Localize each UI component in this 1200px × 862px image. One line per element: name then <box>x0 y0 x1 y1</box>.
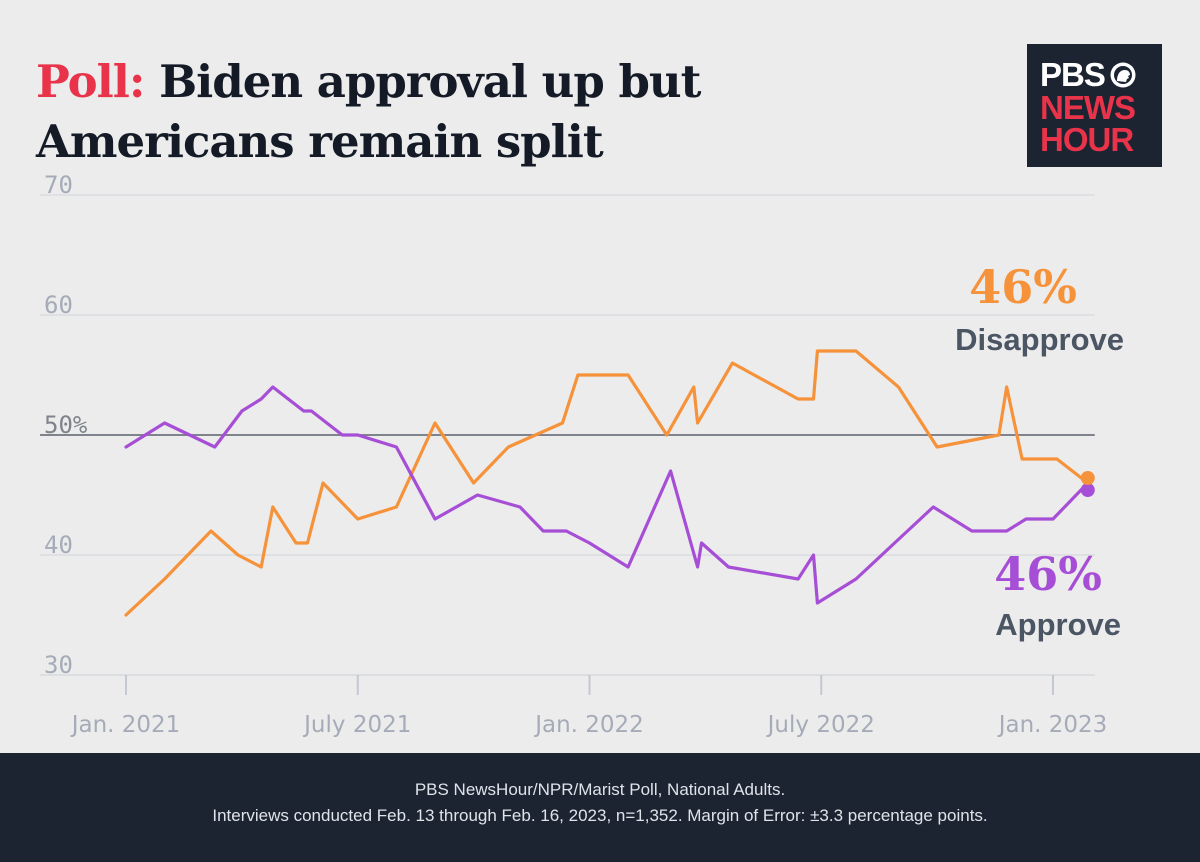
logo-hour: HOUR <box>1040 121 1134 158</box>
endpoint-dot-approve <box>1080 483 1095 497</box>
source-footer: PBS NewsHour/NPR/Marist Poll, National A… <box>0 753 1200 862</box>
endpoint-dot-disapprove <box>1080 471 1095 485</box>
annotation-label-disapprove: Disapprove <box>955 322 1124 357</box>
line-chart: 70 60 50% 40 30 Jan. 2021 July 2021 Jan. 2022 Ju… <box>40 171 1124 738</box>
source-line: PBS NewsHour/NPR/Marist Poll, National A… <box>414 780 786 799</box>
chart-title: Poll: Biden approval up but Americans rem… <box>36 52 936 172</box>
x-tick-label: July 2022 <box>766 712 875 738</box>
series-line-approve <box>124 385 1090 605</box>
title-line-1: Biden approval up but <box>159 55 701 108</box>
x-tick-label: Jan. 2023 <box>997 712 1108 738</box>
y-tick-label: 30 <box>44 651 73 679</box>
logo-news: NEWS <box>1040 89 1136 126</box>
x-tick-label: Jan. 2022 <box>533 712 644 738</box>
title-prefix: Poll: <box>36 55 145 108</box>
y-tick-label: 50% <box>44 411 88 439</box>
pbs-head-icon <box>1110 62 1136 88</box>
title-line-2: Americans remain split <box>36 115 604 168</box>
y-tick-label: 70 <box>44 171 73 199</box>
annotation-value-disapprove: 46% <box>969 260 1077 314</box>
x-tick-label: July 2021 <box>302 712 411 738</box>
annotation-label-approve: Approve <box>995 607 1121 642</box>
x-tick-label: Jan. 2021 <box>70 712 181 738</box>
methodology-line: Interviews conducted Feb. 13 through Feb… <box>212 806 988 825</box>
y-tick-label: 60 <box>44 291 73 319</box>
logo-pbs: PBS <box>1040 56 1106 93</box>
y-tick-label: 40 <box>44 531 73 559</box>
pbs-newshour-logo: PBS NEWS HOUR <box>1027 44 1162 167</box>
series-line-disapprove <box>124 349 1090 617</box>
annotation-value-approve: 46% <box>994 547 1102 601</box>
